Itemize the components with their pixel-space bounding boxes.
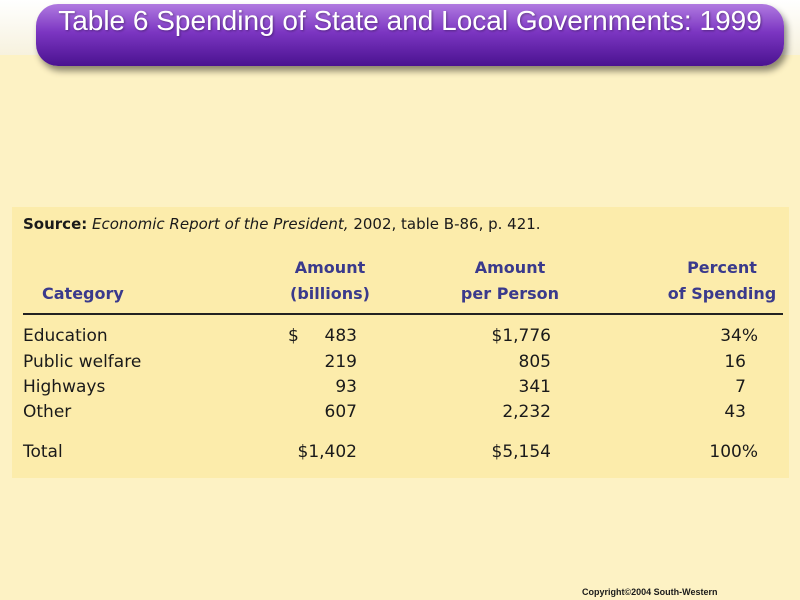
row-education-percent: 34% [720, 326, 758, 346]
row-other-category: Other [23, 402, 72, 422]
source-note: Source: Economic Report of the President… [23, 215, 541, 233]
row-education-amount-prefix: $ [288, 326, 299, 346]
row-highways-amount: 93 [335, 377, 357, 397]
row-other-percent: 43 [724, 402, 746, 422]
row-education-category: Education [23, 326, 108, 346]
spending-table: Source: Economic Report of the President… [12, 207, 789, 478]
header-amount-line2: (billions) [290, 284, 370, 303]
row-highways-category: Highways [23, 377, 106, 397]
row-total-category: Total [23, 442, 63, 462]
header-amount-line1: Amount [294, 258, 366, 277]
row-total-per-person: $5,154 [491, 442, 551, 462]
header-percent-line1: Percent [687, 258, 757, 277]
row-public-welfare-category: Public welfare [23, 352, 142, 372]
header-rule [23, 313, 783, 315]
row-education-amount: 483 [324, 326, 357, 346]
header-category: Category [42, 284, 124, 303]
slide-title: Table 6 Spending of State and Local Gove… [58, 5, 762, 36]
row-total-percent: 100% [709, 442, 758, 462]
source-work: Economic Report of the President, [92, 215, 349, 233]
header-amount: Amount (billions) [280, 255, 380, 307]
title-bar [36, 4, 784, 66]
header-percent-line2: of Spending [667, 284, 777, 303]
row-other-amount: 607 [324, 402, 357, 422]
source-detail: 2002, table B-86, p. 421. [353, 215, 541, 233]
row-public-welfare-percent: 16 [724, 352, 746, 372]
row-highways-per-person: 341 [518, 377, 551, 397]
header-per-person-line1: Amount [474, 258, 546, 277]
row-highways-percent: 7 [735, 377, 746, 397]
header-per-person-line2: per Person [460, 284, 560, 303]
header-per-person: Amount per Person [460, 255, 560, 307]
row-total-amount: $1,402 [297, 442, 357, 462]
row-public-welfare-per-person: 805 [518, 352, 551, 372]
row-public-welfare-amount: 219 [324, 352, 357, 372]
copyright-note: Copyright©2004 South-Western [582, 587, 718, 597]
row-education-per-person: $1,776 [491, 326, 551, 346]
header-percent: Percent of Spending [666, 255, 778, 307]
row-other-per-person: 2,232 [502, 402, 551, 422]
source-label: Source: [23, 215, 88, 233]
